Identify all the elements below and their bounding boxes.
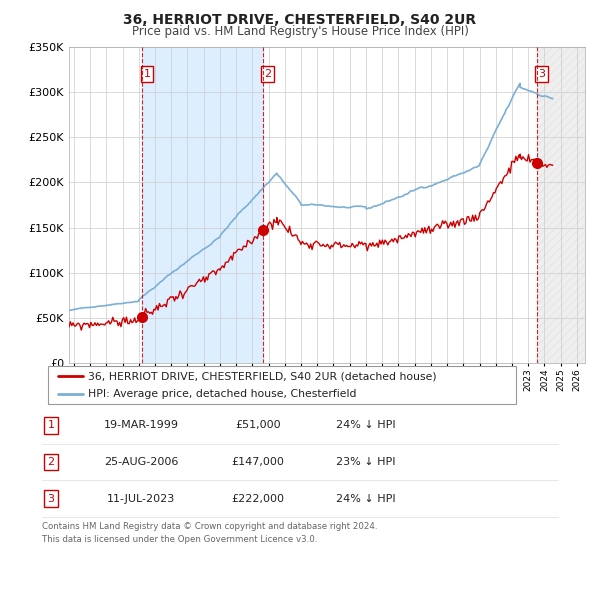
Text: Contains HM Land Registry data © Crown copyright and database right 2024.: Contains HM Land Registry data © Crown c… [42,522,377,530]
Text: HPI: Average price, detached house, Chesterfield: HPI: Average price, detached house, Ches… [88,389,356,399]
Bar [536,47,585,363]
Text: This data is licensed under the Open Government Licence v3.0.: This data is licensed under the Open Gov… [42,535,317,543]
Text: 11-JUL-2023: 11-JUL-2023 [107,494,175,503]
Text: 2: 2 [264,69,271,79]
Text: 36, HERRIOT DRIVE, CHESTERFIELD, S40 2UR: 36, HERRIOT DRIVE, CHESTERFIELD, S40 2UR [124,13,476,27]
Text: 3: 3 [47,494,55,503]
Text: 19-MAR-1999: 19-MAR-1999 [104,421,179,430]
Text: 2: 2 [47,457,55,467]
Text: Price paid vs. HM Land Registry's House Price Index (HPI): Price paid vs. HM Land Registry's House … [131,25,469,38]
Text: 1: 1 [143,69,151,79]
Text: 24% ↓ HPI: 24% ↓ HPI [336,494,396,503]
Text: 24% ↓ HPI: 24% ↓ HPI [336,421,396,430]
Text: 23% ↓ HPI: 23% ↓ HPI [336,457,396,467]
Text: 1: 1 [47,421,55,430]
Bar [142,47,263,363]
Text: 36, HERRIOT DRIVE, CHESTERFIELD, S40 2UR (detached house): 36, HERRIOT DRIVE, CHESTERFIELD, S40 2UR… [88,371,436,381]
Text: 25-AUG-2006: 25-AUG-2006 [104,457,178,467]
FancyBboxPatch shape [48,366,516,404]
Text: £51,000: £51,000 [235,421,281,430]
Text: £222,000: £222,000 [232,494,284,503]
Text: £147,000: £147,000 [232,457,284,467]
Bar [536,47,585,363]
Text: 3: 3 [538,69,545,79]
